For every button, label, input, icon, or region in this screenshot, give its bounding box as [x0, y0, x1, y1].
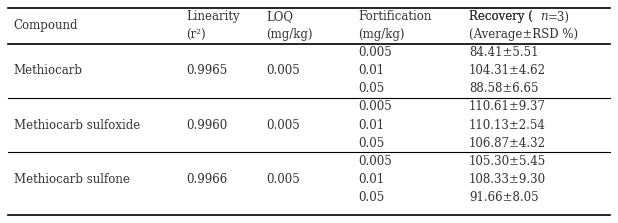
Text: 0.005: 0.005	[266, 64, 300, 78]
Text: (mg/kg): (mg/kg)	[358, 29, 405, 41]
Text: 0.005: 0.005	[358, 101, 392, 114]
Text: 104.31±4.62: 104.31±4.62	[469, 64, 546, 78]
Text: 110.61±9.37: 110.61±9.37	[469, 101, 546, 114]
Text: 0.9966: 0.9966	[186, 173, 227, 186]
Text: 0.05: 0.05	[358, 190, 384, 204]
Text: 0.005: 0.005	[358, 155, 392, 167]
Text: n: n	[540, 10, 548, 23]
Text: 105.30±5.45: 105.30±5.45	[469, 155, 546, 167]
Text: (mg/kg): (mg/kg)	[266, 29, 313, 41]
Text: 91.66±8.05: 91.66±8.05	[469, 190, 538, 204]
Text: 0.05: 0.05	[358, 136, 384, 149]
Text: Fortification: Fortification	[358, 10, 431, 23]
Text: 0.01: 0.01	[358, 173, 384, 186]
Text: 0.9960: 0.9960	[186, 118, 227, 132]
Text: Methiocarb sulfone: Methiocarb sulfone	[14, 173, 130, 186]
Text: 0.05: 0.05	[358, 83, 384, 95]
Text: 0.005: 0.005	[266, 173, 300, 186]
Text: 0.005: 0.005	[266, 118, 300, 132]
Text: 110.13±2.54: 110.13±2.54	[469, 118, 546, 132]
Text: LOQ: LOQ	[266, 10, 293, 23]
Text: (r²): (r²)	[186, 29, 206, 41]
Text: 108.33±9.30: 108.33±9.30	[469, 173, 546, 186]
Text: 0.005: 0.005	[358, 47, 392, 60]
Text: Recovery (: Recovery (	[469, 10, 533, 23]
Text: Methiocarb sulfoxide: Methiocarb sulfoxide	[14, 118, 140, 132]
Text: Recovery (: Recovery (	[469, 10, 535, 23]
Text: 84.41±5.51: 84.41±5.51	[469, 47, 538, 60]
Text: Methiocarb: Methiocarb	[14, 64, 83, 78]
Text: 106.87±4.32: 106.87±4.32	[469, 136, 546, 149]
Text: (Average±RSD %): (Average±RSD %)	[469, 29, 578, 41]
Text: 0.01: 0.01	[358, 64, 384, 78]
Text: 0.01: 0.01	[358, 118, 384, 132]
Text: =3): =3)	[548, 10, 570, 23]
Text: Linearity: Linearity	[186, 10, 240, 23]
Text: Compound: Compound	[14, 19, 78, 33]
Text: 88.58±6.65: 88.58±6.65	[469, 83, 538, 95]
Text: 0.9965: 0.9965	[186, 64, 227, 78]
